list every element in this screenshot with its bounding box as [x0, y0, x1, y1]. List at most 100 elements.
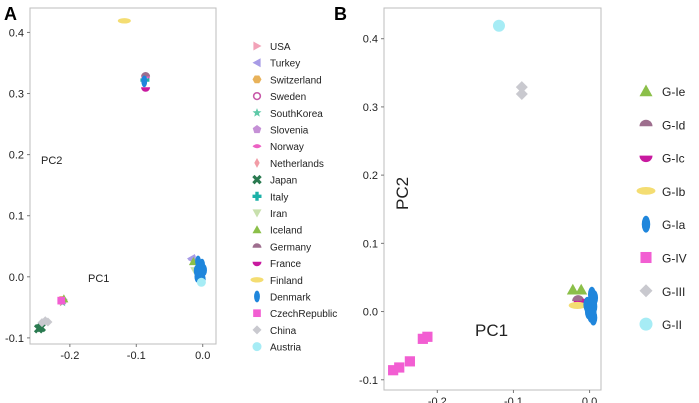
- y-tick-label: 0.2: [9, 150, 24, 162]
- plot-frame: [383, 7, 602, 391]
- x-tick-label: 0.0: [582, 396, 597, 403]
- x-tick-label: 0.0: [195, 350, 210, 362]
- panel-b-scatter: -0.2 -0.1 0.0 -0.1 0.0 0.1 0.2 0.3 0.4 PC1 PC2 G-Ie…: [359, 7, 687, 403]
- point-france: [141, 87, 151, 92]
- x-tick-label: -0.1: [504, 396, 523, 403]
- point-g-iii: [515, 81, 528, 94]
- point-g-iv: [404, 356, 415, 367]
- y-tick-label: 0.2: [363, 170, 378, 182]
- legend-marker-norway: [252, 144, 262, 149]
- point-germany: [141, 72, 151, 77]
- y-tick-label: 0.3: [9, 89, 24, 101]
- legend-label-g-ic: G-Ic: [662, 152, 685, 166]
- x-tick-label: -0.1: [127, 350, 146, 362]
- point-denmark: [141, 75, 148, 88]
- legend-marker-sweden: [252, 91, 262, 101]
- legend-marker-g-iv: [640, 251, 652, 264]
- legend-label-iceland: Iceland: [270, 226, 302, 237]
- point-g-iv: [417, 333, 428, 344]
- legend-label-iran: Iran: [270, 209, 287, 220]
- point-czechrepublic: [57, 296, 66, 305]
- x-axis-label: PC1: [475, 321, 508, 340]
- point-china: [43, 317, 53, 327]
- y-axis-label: PC2: [393, 177, 412, 210]
- y-tick-label: 0.3: [363, 102, 378, 114]
- panel-a-scatter: -0.2 -0.1 0.0 -0.1 0.0 0.1 0.2 0.3 0.4 PC1 PC2 USA T…: [5, 7, 337, 362]
- point-g-ie: [566, 283, 579, 295]
- legend-marker-g-ib: [636, 187, 656, 195]
- legend-label-g-id: G-Id: [662, 118, 685, 132]
- point-g-ib: [568, 301, 587, 310]
- point-g-iii: [515, 87, 528, 100]
- legend-marker-germany: [252, 243, 262, 248]
- legend-label-g-ie: G-Ie: [662, 85, 686, 99]
- point-g-ia: [590, 290, 599, 306]
- legend-marker-southkorea: [252, 108, 262, 117]
- legend-label-netherlands: Netherlands: [270, 159, 324, 170]
- legend-marker-italy: [252, 191, 262, 201]
- x-tick-label: -0.2: [428, 396, 447, 403]
- x-tick-label: -0.2: [60, 350, 79, 362]
- legend-label-usa: USA: [270, 42, 291, 53]
- y-tick-label: -0.1: [5, 333, 24, 345]
- legend-label-italy: Italy: [270, 192, 288, 203]
- point-austria: [196, 277, 206, 287]
- legend-label-denmark: Denmark: [270, 293, 312, 304]
- legend-label-norway: Norway: [270, 142, 304, 153]
- legend-label-g-ib: G-Ib: [662, 185, 686, 199]
- point-g-ie: [575, 283, 588, 295]
- x-axis-label: PC1: [88, 273, 109, 285]
- legend-label-g-ia: G-Ia: [662, 218, 686, 232]
- legend-label-austria: Austria: [270, 343, 302, 354]
- legend-marker-austria: [252, 342, 262, 352]
- legend-marker-iceland: [252, 225, 262, 234]
- legend-marker-iran: [252, 209, 262, 218]
- legend-marker-japan: [252, 174, 262, 185]
- legend-marker-g-ia: [641, 215, 651, 233]
- legend-marker-usa: [253, 41, 262, 51]
- legend-marker-denmark: [254, 290, 260, 303]
- y-axis-label: PC2: [41, 155, 62, 167]
- point-finland: [117, 18, 131, 24]
- y-tick-label: 0.4: [9, 27, 24, 39]
- legend-label-germany: Germany: [270, 242, 311, 253]
- legend-label-g-iv: G-IV: [662, 252, 687, 266]
- y-tick-label: 0.0: [9, 272, 24, 284]
- y-tick-label: 0.1: [363, 238, 378, 250]
- legend-marker-g-id: [639, 119, 653, 127]
- legend-label-france: France: [270, 259, 302, 270]
- y-tick-label: 0.1: [9, 211, 24, 223]
- legend-marker-france: [252, 261, 262, 267]
- legend-label-southkorea: SouthKorea: [270, 109, 323, 120]
- legend-marker-finland: [250, 277, 264, 283]
- panel-b-letter: B: [334, 4, 347, 24]
- legend-label-japan: Japan: [270, 176, 297, 187]
- y-tick-label: -0.1: [359, 375, 378, 387]
- legend-label-czechrepublic: CzechRepublic: [270, 309, 337, 320]
- legend-marker-g-iii: [639, 284, 653, 298]
- legend-label-sweden: Sweden: [270, 92, 306, 103]
- panel-a-letter: A: [4, 4, 17, 24]
- point-japan: [33, 324, 44, 334]
- legend-marker-g-ie: [639, 84, 653, 97]
- plot-frame: [29, 7, 217, 345]
- legend-label-slovenia: Slovenia: [270, 126, 309, 137]
- y-tick-label: 0.4: [363, 34, 378, 46]
- legend-label-g-iii: G-III: [662, 285, 685, 299]
- y-tick-label: 0.0: [363, 307, 378, 319]
- legend-label-turkey: Turkey: [270, 59, 300, 70]
- legend-label-china: China: [270, 326, 297, 337]
- point-g-id: [572, 295, 585, 302]
- legend-marker-g-ii: [639, 317, 653, 331]
- legend-marker-netherlands: [254, 157, 260, 168]
- legend-label-switzerland: Switzerland: [270, 75, 322, 86]
- legend-marker-g-ic: [639, 155, 653, 163]
- point-g-iv: [394, 362, 405, 373]
- legend-label-finland: Finland: [270, 276, 303, 287]
- point-g-ii: [492, 19, 505, 32]
- legend-marker-china: [252, 325, 262, 335]
- legend-marker-switzerland: [252, 75, 262, 84]
- legend-marker-turkey: [252, 58, 261, 68]
- legend-marker-slovenia: [252, 125, 262, 134]
